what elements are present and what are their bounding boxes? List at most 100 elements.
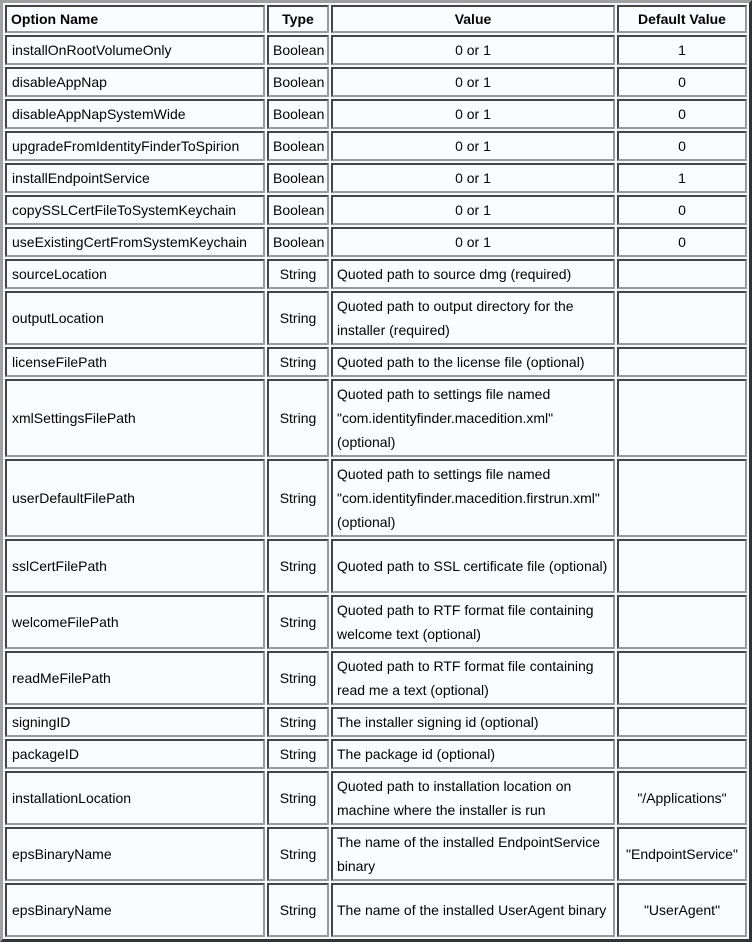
default-value-cell: "EndpointService" (617, 827, 747, 881)
default-value-cell (617, 595, 747, 649)
value-cell: 0 or 1 (331, 67, 615, 97)
option-name-cell: sslCertFilePath (5, 539, 265, 593)
type-cell: String (267, 459, 329, 537)
value-cell: The installer signing id (optional) (331, 707, 615, 737)
type-cell: String (267, 827, 329, 881)
type-cell: String (267, 707, 329, 737)
option-name-cell: signingID (5, 707, 265, 737)
type-cell: String (267, 651, 329, 705)
option-name-cell: epsBinaryName (5, 827, 265, 881)
type-cell: String (267, 595, 329, 649)
value-cell: Quoted path to the license file (optiona… (331, 347, 615, 377)
table-row: installationLocation String Quoted path to… (5, 771, 747, 825)
default-value-cell: 0 (617, 99, 747, 129)
header-value: Value (331, 5, 615, 33)
value-cell: 0 or 1 (331, 35, 615, 65)
table-row: sourceLocation String Quoted path to sourc… (5, 259, 747, 289)
option-name-cell: packageID (5, 739, 265, 769)
option-name-cell: installationLocation (5, 771, 265, 825)
value-cell: 0 or 1 (331, 227, 615, 257)
default-value-cell: 0 (617, 131, 747, 161)
type-cell: String (267, 739, 329, 769)
type-cell: String (267, 379, 329, 457)
header-default-value: Default Value (617, 5, 747, 33)
type-cell: String (267, 539, 329, 593)
type-cell: Boolean (267, 131, 329, 161)
value-cell: 0 or 1 (331, 163, 615, 193)
table-row: welcomeFilePath String Quoted path to RTF … (5, 595, 747, 649)
default-value-cell: 1 (617, 163, 747, 193)
value-cell: Quoted path to output directory for the … (331, 291, 615, 345)
value-cell: 0 or 1 (331, 99, 615, 129)
option-name-cell: userDefaultFilePath (5, 459, 265, 537)
option-name-cell: upgradeFromIdentityFinderToSpirion (5, 131, 265, 161)
value-cell: Quoted path to SSL certificate file (opt… (331, 539, 615, 593)
type-cell: String (267, 883, 329, 937)
default-value-cell (617, 539, 747, 593)
value-cell: Quoted path to RTF format file containin… (331, 651, 615, 705)
default-value-cell (617, 347, 747, 377)
default-value-cell (617, 259, 747, 289)
table-row: sslCertFilePath String Quoted path to SSL … (5, 539, 747, 593)
option-name-cell: epsBinaryName (5, 883, 265, 937)
value-cell: Quoted path to RTF format file containin… (331, 595, 615, 649)
option-name-cell: installEndpointService (5, 163, 265, 193)
type-cell: String (267, 771, 329, 825)
default-value-cell (617, 291, 747, 345)
default-value-cell (617, 707, 747, 737)
value-cell: The name of the installed UserAgent bina… (331, 883, 615, 937)
option-name-cell: welcomeFilePath (5, 595, 265, 649)
table-row: licenseFilePath String Quoted path to the … (5, 347, 747, 377)
type-cell: Boolean (267, 163, 329, 193)
type-cell: String (267, 259, 329, 289)
option-name-cell: outputLocation (5, 291, 265, 345)
value-cell: The name of the installed EndpointServic… (331, 827, 615, 881)
value-cell: Quoted path to source dmg (required) (331, 259, 615, 289)
type-cell: String (267, 347, 329, 377)
default-value-cell (617, 459, 747, 537)
value-cell: 0 or 1 (331, 195, 615, 225)
option-name-cell: useExistingCertFromSystemKeychain (5, 227, 265, 257)
type-cell: String (267, 291, 329, 345)
option-name-cell: readMeFilePath (5, 651, 265, 705)
option-name-cell: disableAppNap (5, 67, 265, 97)
value-cell: Quoted path to settings file named "com.… (331, 459, 615, 537)
default-value-cell: 0 (617, 67, 747, 97)
default-value-cell: "/Applications" (617, 771, 747, 825)
table-row: epsBinaryName String The name of the insta… (5, 827, 747, 881)
table-row: userDefaultFilePath String Quoted path to … (5, 459, 747, 537)
header-option-name: Option Name (5, 5, 265, 33)
type-cell: Boolean (267, 227, 329, 257)
default-value-cell (617, 739, 747, 769)
table-row: outputLocation String Quoted path to outpu… (5, 291, 747, 345)
header-row: Option Name Type Value Default Value (5, 5, 747, 33)
table-row: upgradeFromIdentityFinderToSpirion Boolea… (5, 131, 747, 161)
type-cell: Boolean (267, 99, 329, 129)
table-row: useExistingCertFromSystemKeychain Boolean… (5, 227, 747, 257)
type-cell: Boolean (267, 195, 329, 225)
default-value-cell (617, 379, 747, 457)
option-name-cell: xmlSettingsFilePath (5, 379, 265, 457)
default-value-cell: "UserAgent" (617, 883, 747, 937)
default-value-cell: 0 (617, 195, 747, 225)
table-row: signingID String The installer signing id … (5, 707, 747, 737)
table-row: epsBinaryName String The name of the insta… (5, 883, 747, 937)
default-value-cell: 1 (617, 35, 747, 65)
type-cell: Boolean (267, 67, 329, 97)
table-row: copySSLCertFileToSystemKeychain Boolean 0 … (5, 195, 747, 225)
option-name-cell: disableAppNapSystemWide (5, 99, 265, 129)
default-value-cell (617, 651, 747, 705)
table-row: packageID String The package id (optional) (5, 739, 747, 769)
table-row: readMeFilePath String Quoted path to RTF f… (5, 651, 747, 705)
value-cell: The package id (optional) (331, 739, 615, 769)
default-value-cell: 0 (617, 227, 747, 257)
header-type: Type (267, 5, 329, 33)
table-row: xmlSettingsFilePath String Quoted path to … (5, 379, 747, 457)
option-name-cell: licenseFilePath (5, 347, 265, 377)
value-cell: Quoted path to settings file named "com.… (331, 379, 615, 457)
